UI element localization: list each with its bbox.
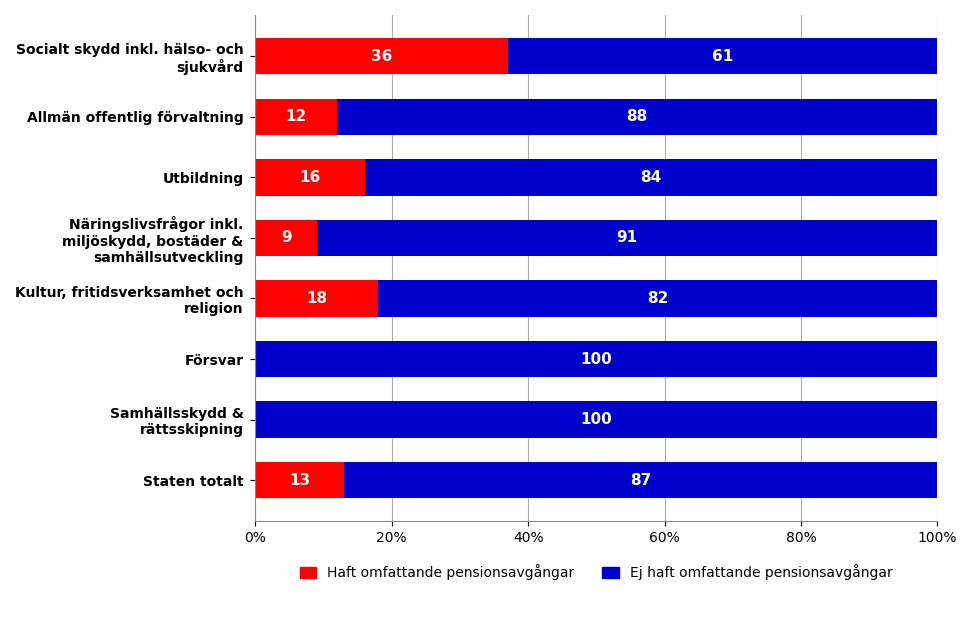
Text: 18: 18 [306,291,328,306]
Bar [317,219,937,256]
Bar [344,462,937,498]
Bar [508,38,937,75]
Text: 88: 88 [627,109,648,124]
Bar [256,99,337,135]
Text: 91: 91 [616,230,638,246]
Text: 36: 36 [371,48,393,64]
Text: 87: 87 [630,473,651,487]
Bar [256,280,378,316]
Text: 84: 84 [641,170,662,185]
Bar [256,219,317,256]
Bar [337,99,937,135]
Text: 82: 82 [647,291,669,306]
Text: 61: 61 [712,48,734,64]
Bar [256,341,937,377]
Bar [256,462,344,498]
Text: 100: 100 [580,352,612,367]
Bar [256,159,364,195]
Text: 100: 100 [580,412,612,427]
Text: 9: 9 [281,230,292,246]
Legend: Haft omfattande pensionsavgångar, Ej haft omfattande pensionsavgångar: Haft omfattande pensionsavgångar, Ej haf… [299,565,893,581]
Text: 13: 13 [290,473,310,487]
Bar [256,38,508,75]
Bar [256,401,937,438]
Text: 16: 16 [299,170,321,185]
Text: 12: 12 [286,109,307,124]
Bar [364,159,937,195]
Bar [378,280,937,316]
